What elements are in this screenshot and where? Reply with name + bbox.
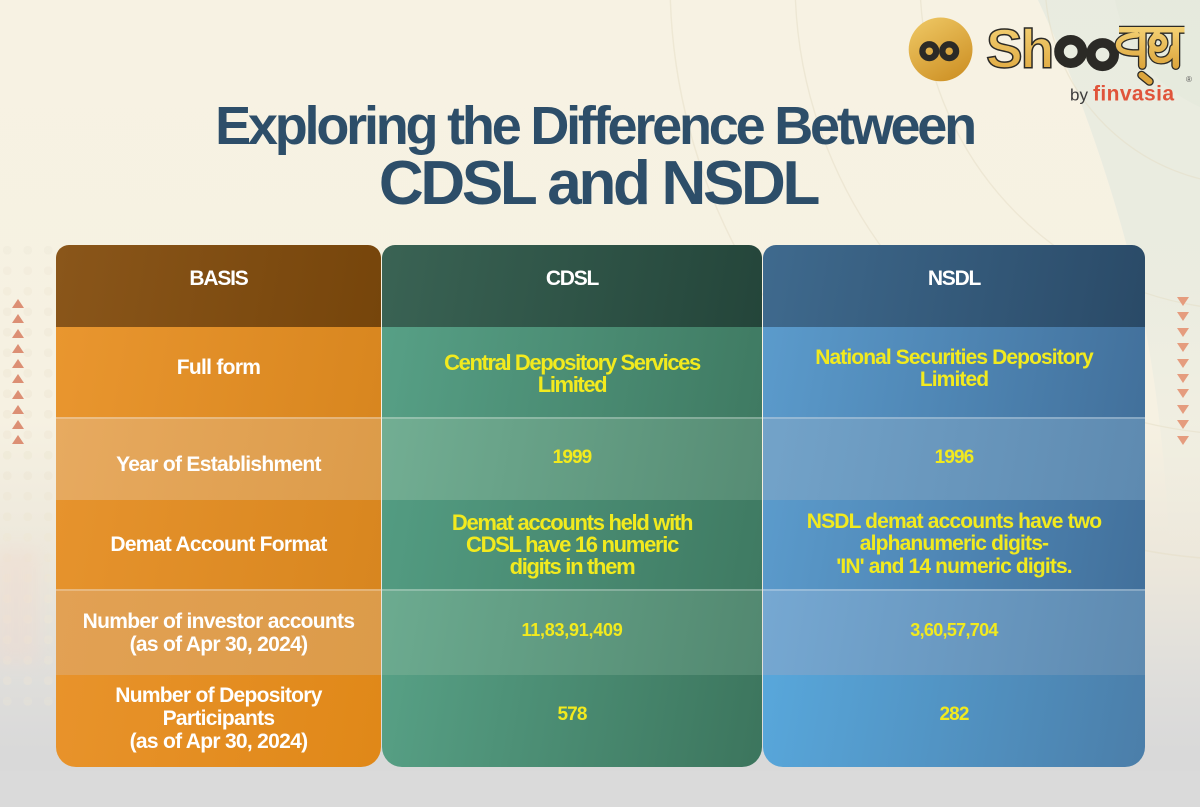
- svg-text:Sh: Sh: [986, 18, 1052, 80]
- svg-text:by: by: [1070, 86, 1088, 105]
- svg-text:®: ®: [1186, 75, 1192, 84]
- svg-text:finvasia: finvasia: [1093, 83, 1174, 106]
